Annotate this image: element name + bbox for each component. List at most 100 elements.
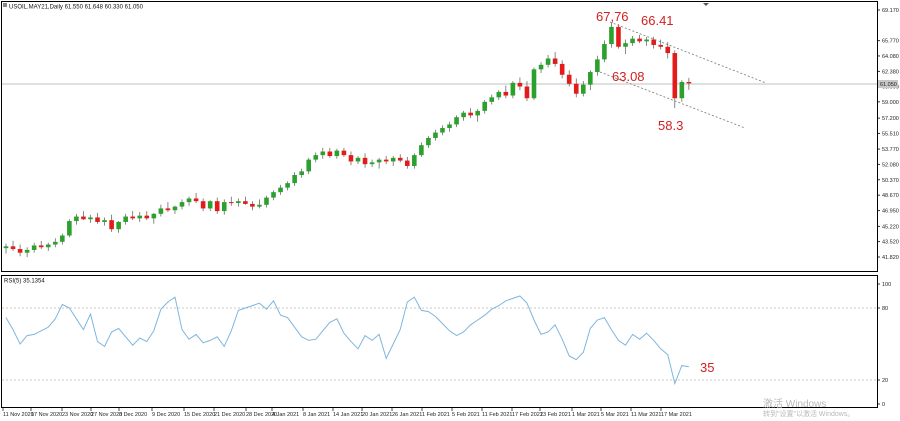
candle-body bbox=[412, 155, 417, 166]
candle-body bbox=[454, 117, 459, 125]
candle-body bbox=[38, 245, 44, 248]
candle-body bbox=[362, 157, 368, 165]
watermark-line-1: 激活 Windows bbox=[763, 397, 826, 410]
time-tick-label: 17 Feb 2021 bbox=[512, 412, 543, 418]
candle-body bbox=[250, 203, 255, 207]
candle-body bbox=[193, 198, 199, 202]
candle-body bbox=[257, 204, 262, 207]
candle-body bbox=[679, 81, 685, 99]
rsi-tick-label: 0 bbox=[882, 402, 885, 408]
candle-body bbox=[383, 159, 389, 162]
rsi-tick-label: 20 bbox=[882, 378, 888, 384]
candle-body bbox=[482, 101, 488, 111]
candle-body bbox=[559, 63, 565, 75]
candle-body bbox=[651, 39, 656, 45]
price-tick-label: 64.080 bbox=[882, 54, 899, 60]
candle-body bbox=[207, 201, 213, 209]
annotation-low: 58.3 bbox=[658, 118, 683, 133]
candle-body bbox=[376, 159, 382, 163]
time-tick-label: 17 Mar 2021 bbox=[661, 412, 692, 418]
candle-body bbox=[545, 58, 551, 65]
time-tick-label: 27 Nov 2020 bbox=[91, 412, 122, 418]
candle-body bbox=[609, 26, 614, 45]
candle-body bbox=[17, 249, 23, 253]
candle-body bbox=[524, 86, 530, 99]
price-tick-label: 46.950 bbox=[882, 209, 899, 215]
candle-body bbox=[616, 26, 621, 47]
candle-body bbox=[306, 159, 312, 172]
rsi-levels bbox=[2, 307, 877, 381]
price-tick-label: 43.520 bbox=[882, 240, 899, 246]
candle-body bbox=[214, 201, 220, 212]
candle-body bbox=[130, 216, 136, 219]
candle-body bbox=[348, 155, 354, 162]
price-tick-label: 65.770 bbox=[882, 39, 899, 45]
candle-body bbox=[426, 137, 431, 146]
rsi-header: RSI(5) 35.1354 bbox=[4, 279, 45, 285]
candle-body bbox=[81, 216, 86, 220]
time-tick-label: 28 Dec 2020 bbox=[246, 412, 277, 418]
candle-body bbox=[264, 197, 269, 205]
time-tick-label: 15 Dec 2020 bbox=[184, 412, 215, 418]
price-tick-label: 69.170 bbox=[882, 8, 899, 14]
candle-body bbox=[355, 157, 361, 162]
candle-body bbox=[327, 151, 333, 157]
candle-body bbox=[489, 97, 495, 102]
time-tick-label: 23 Feb 2021 bbox=[540, 412, 571, 418]
candle-body bbox=[278, 187, 283, 193]
time-tick-label: 17 Nov 2020 bbox=[31, 412, 62, 418]
time-tick-label: 20 Jan 2021 bbox=[362, 412, 392, 418]
time-tick-label: 1 Mar 2021 bbox=[572, 412, 600, 418]
watermark-line-2: 转到"设置"以激活 Windows。 bbox=[763, 409, 854, 418]
candle-body bbox=[334, 150, 340, 157]
annotation-rsi: 35 bbox=[700, 360, 714, 375]
candle-body bbox=[74, 216, 79, 222]
candle-body bbox=[630, 38, 635, 44]
candle-body bbox=[299, 171, 304, 175]
price-tick-label: 53.770 bbox=[882, 147, 899, 153]
price-panel-frame bbox=[1, 1, 878, 272]
candle-body bbox=[672, 53, 678, 99]
candle-body bbox=[313, 155, 319, 160]
candle-body bbox=[461, 112, 466, 118]
price-tick-label: 62.380 bbox=[882, 69, 899, 75]
candle-body bbox=[552, 58, 558, 64]
candle-body bbox=[165, 208, 171, 211]
candle-body bbox=[88, 217, 93, 220]
rsi-panel-frame bbox=[1, 275, 878, 408]
price-tick-label: 59.000 bbox=[882, 100, 899, 106]
candle-body bbox=[151, 213, 157, 219]
current-price-tag: 61.050 bbox=[878, 80, 898, 88]
candle-body bbox=[228, 202, 234, 204]
time-tick-label: 4 Jan 2021 bbox=[272, 412, 299, 418]
candle-body bbox=[116, 221, 121, 230]
candle-body bbox=[517, 82, 523, 87]
time-tick-label: 5 Mar 2021 bbox=[601, 412, 629, 418]
shift-marker-icon bbox=[703, 3, 709, 6]
candle-body bbox=[109, 220, 114, 230]
symbol-header-text: USOIL.MAY21,Daily 61.550 61.648 60.330 6… bbox=[9, 5, 144, 11]
candle-body bbox=[447, 124, 452, 129]
candle-body bbox=[144, 215, 150, 219]
candle-body bbox=[623, 43, 628, 47]
candle-body bbox=[566, 74, 572, 84]
price-tick-label: 57.200 bbox=[882, 116, 899, 122]
candle-body bbox=[320, 151, 326, 156]
candle-body bbox=[637, 38, 642, 42]
candle-body bbox=[531, 69, 537, 99]
time-tick-label: 3 Dec 2020 bbox=[119, 412, 147, 418]
candle-body bbox=[236, 201, 241, 203]
candle-body bbox=[10, 246, 16, 250]
time-tick-label: 11 Mar 2021 bbox=[631, 412, 661, 418]
candle-body bbox=[419, 145, 424, 156]
candle-body bbox=[158, 208, 164, 214]
candle-body bbox=[503, 91, 509, 96]
candle-body bbox=[285, 183, 290, 188]
candle-body bbox=[3, 246, 9, 249]
candle-body bbox=[221, 202, 227, 212]
candle-body bbox=[580, 84, 586, 94]
candle-body bbox=[588, 72, 593, 85]
symbol-header: USOIL.MAY21,Daily 61.550 61.648 60.330 6… bbox=[3, 3, 144, 11]
price-tick-label: 55.510 bbox=[882, 131, 899, 137]
candle-body bbox=[397, 157, 403, 161]
